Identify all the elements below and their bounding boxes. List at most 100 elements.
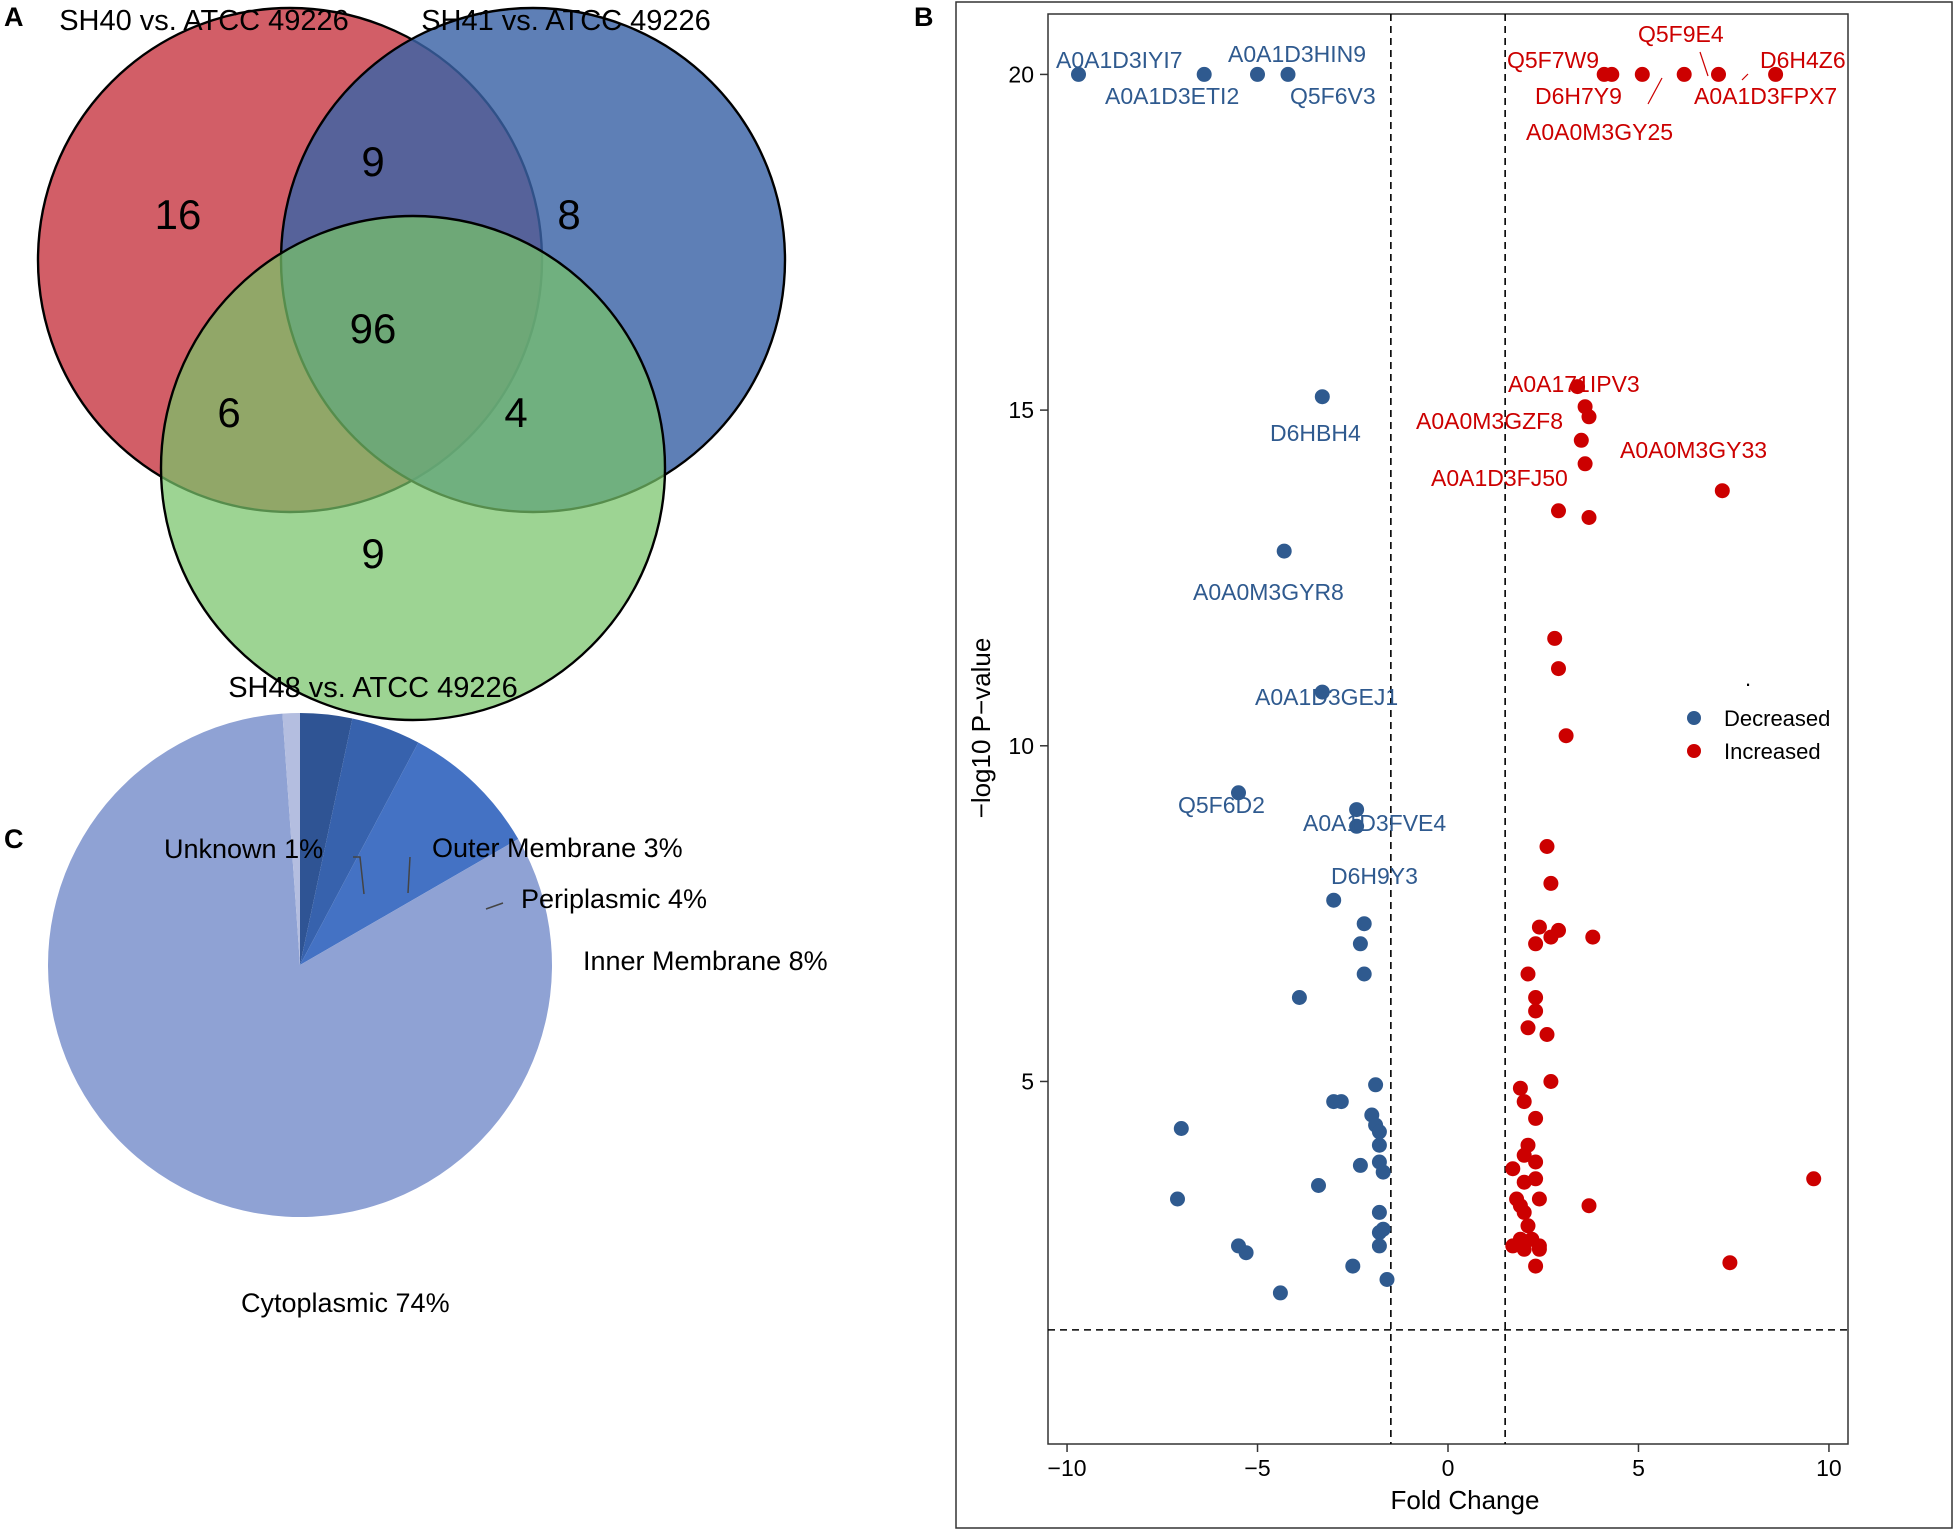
pie-slice-cytoplasmic (47, 713, 552, 1217)
data-point-decreased (1173, 1121, 1189, 1136)
x-tick-label: 5 (1632, 1455, 1645, 1481)
leader-line-unknown (353, 856, 365, 895)
data-point-decreased (1345, 1258, 1361, 1274)
data-point-decreased (1371, 1137, 1387, 1153)
threshold-lines (1048, 14, 1848, 1444)
data-point-increased (1528, 990, 1544, 1005)
pie-slice-outer-membrane (300, 713, 353, 965)
point-label-q5f7w9: Q5F7W9 (1507, 47, 1599, 73)
data-point-increased (1722, 1255, 1738, 1271)
point-label-d6h4z6: D6H4Z6 (1760, 47, 1846, 73)
data-point-increased (1516, 1094, 1532, 1110)
data-point-increased (1577, 456, 1593, 472)
data-point-decreased (1352, 1157, 1368, 1173)
data-point-decreased (1371, 1238, 1387, 1254)
data-point-increased (1581, 1198, 1597, 1214)
data-point-increased (1551, 503, 1566, 519)
data-point-increased (1528, 936, 1544, 952)
data-point-increased (1604, 66, 1620, 82)
data-point-decreased (1326, 892, 1342, 908)
y-tick-label: 20 (1008, 61, 1034, 87)
panel-b-border (955, 1, 1953, 1529)
data-point-increased (1581, 510, 1597, 525)
y-axis-label: −log10 P−value (966, 638, 996, 819)
panel-letter-a: A (4, 2, 24, 32)
venn-count-sh40-sh48: 6 (217, 389, 240, 436)
point-label-d6hbh4: D6HBH4 (1270, 420, 1361, 446)
data-point-increased (1543, 875, 1559, 891)
data-point-decreased (1352, 936, 1368, 952)
data-point-increased (1512, 1080, 1528, 1096)
data-point-increased (1711, 66, 1726, 82)
data-point-decreased (1291, 990, 1307, 1005)
point-label-a0a0m3gy33: A0A0M3GY33 (1620, 437, 1767, 463)
point-label-a0a1d3fj50: A0A1D3FJ50 (1431, 465, 1568, 491)
x-tick-label: −5 (1244, 1455, 1270, 1481)
venn-diagram: A SH40 vs. ATCC 49226 SH41 vs. ATCC 4922… (4, 2, 787, 722)
x-tick-label: 0 (1442, 1455, 1455, 1481)
x-axis: −10 −5 0 5 10 (1048, 1444, 1842, 1481)
data-point-increased (1516, 1241, 1532, 1257)
point-label-a0a1d3iyi7: A0A1D3IYI7 (1056, 47, 1183, 73)
venn-count-sh40-sh41: 9 (361, 138, 384, 185)
data-point-decreased (1375, 1221, 1391, 1237)
data-point-increased (1520, 966, 1536, 982)
venn-title-sh48: SH48 vs. ATCC 49226 (228, 672, 518, 704)
data-point-increased (1570, 379, 1585, 395)
data-point-decreased (1333, 1094, 1349, 1110)
data-point-increased (1505, 1238, 1521, 1254)
data-point-increased (1516, 1204, 1532, 1220)
legend-label-increased: Increased (1724, 739, 1821, 764)
y-axis: 5 10 15 20 (1008, 61, 1048, 1094)
pie-slice-periplasmic (300, 718, 419, 965)
data-point-increased (1547, 630, 1563, 646)
data-point-increased (1806, 1171, 1822, 1187)
pie-chart: C Unknown 1% Outer Membrane 3% Periplasm… (4, 713, 828, 1318)
pie-leader-lines (353, 856, 504, 910)
data-point-increased (1539, 839, 1555, 854)
legend-marker-increased (1687, 744, 1701, 758)
venn-count-all-three: 96 (350, 305, 397, 352)
data-point-increased (1676, 66, 1692, 82)
data-point-increased (1520, 1020, 1536, 1036)
venn-count-sh41-only: 8 (557, 191, 580, 238)
leader-line-periplasmic (485, 902, 504, 910)
x-axis-label: Fold Change (1391, 1485, 1540, 1515)
data-point-increased (1528, 1171, 1544, 1187)
legend-marker-decreased (1687, 711, 1701, 725)
data-point-increased (1768, 66, 1784, 82)
leader-line-q5f9e4 (1699, 51, 1709, 77)
data-point-decreased (1371, 1204, 1387, 1220)
data-point-increased (1528, 1154, 1544, 1170)
data-point-decreased (1356, 966, 1372, 982)
point-label-d6h9y3: D6H9Y3 (1331, 863, 1418, 889)
data-point-increased (1528, 1003, 1544, 1019)
data-point-decreased (1314, 684, 1330, 700)
series-decreased (1071, 66, 1395, 1301)
data-point-decreased (1231, 785, 1246, 801)
point-label-q5f9e4: Q5F9E4 (1638, 21, 1724, 47)
data-point-increased (1516, 1147, 1532, 1163)
pie-label-periplasmic: Periplasmic 4% (521, 884, 707, 914)
data-point-decreased (1196, 66, 1212, 82)
pie-slice-inner-membrane (300, 742, 519, 965)
data-point-increased (1714, 483, 1730, 499)
point-label-a0a0m3gy25: A0A0M3GY25 (1526, 119, 1673, 145)
point-leader-lines (1647, 51, 1749, 105)
point-label-a0a1d3fve4: A0A1D3FVE4 (1303, 810, 1446, 836)
point-label-a0a0m3gyr8: A0A0M3GYR8 (1193, 579, 1344, 605)
series-increased (1505, 66, 1822, 1274)
data-point-increased (1531, 1241, 1547, 1257)
data-point-decreased (1170, 1191, 1185, 1207)
data-point-decreased (1314, 389, 1330, 405)
panel-letter-b: B (914, 2, 934, 32)
data-point-decreased (1071, 66, 1086, 82)
point-label-d6h7y9: D6H7Y9 (1535, 83, 1622, 109)
data-point-increased (1528, 1110, 1544, 1126)
venn-title-sh40: SH40 vs. ATCC 49226 (59, 5, 349, 37)
point-label-a0a1d3hin9: A0A1D3HIN9 (1228, 41, 1366, 67)
leader-line-outer-membrane (407, 856, 411, 894)
pie-label-inner-membrane: Inner Membrane 8% (583, 946, 828, 976)
data-point-increased (1585, 929, 1601, 945)
volcano-plot: B −10 −5 0 5 10 5 10 15 20 A0A1D3IYI7 A0A1D3HIN… (914, 1, 1953, 1529)
